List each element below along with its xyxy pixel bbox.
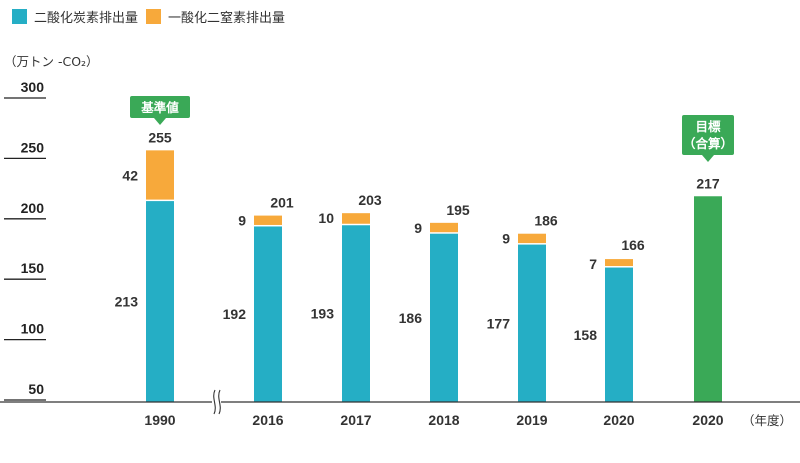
callout-text: （合算） bbox=[683, 136, 733, 151]
y-unit-label: （万トン -CO₂） bbox=[4, 54, 99, 69]
bar-n2o bbox=[518, 233, 546, 244]
bar-co2 bbox=[254, 226, 282, 402]
x-tick-label: 2020 bbox=[603, 412, 634, 428]
callout: 基準値 bbox=[130, 96, 190, 125]
x-axis: 1990 2016 2017 2018 2019 2020 2020 bbox=[0, 389, 800, 428]
y-tick-label: 200 bbox=[21, 200, 45, 216]
bar-n2o bbox=[605, 259, 633, 267]
label-n2o: 42 bbox=[122, 168, 138, 184]
callout-pointer bbox=[154, 118, 166, 125]
bar-co2 bbox=[518, 244, 546, 402]
label-total: 195 bbox=[446, 202, 470, 218]
label-n2o: 7 bbox=[589, 256, 597, 272]
label-total: 201 bbox=[270, 195, 294, 211]
axis-break-mark bbox=[212, 389, 221, 415]
label-n2o: 9 bbox=[414, 220, 422, 236]
x-tick-label: 2020 bbox=[692, 412, 723, 428]
y-tick-label: 150 bbox=[21, 260, 45, 276]
callout-pointer bbox=[702, 155, 714, 162]
bar-co2 bbox=[605, 267, 633, 402]
bar-target bbox=[694, 196, 722, 402]
label-co2: 193 bbox=[311, 306, 335, 322]
label-co2: 186 bbox=[399, 310, 423, 326]
y-tick-label: 300 bbox=[21, 79, 45, 95]
label-n2o: 10 bbox=[318, 210, 334, 226]
label-n2o: 9 bbox=[238, 213, 246, 229]
callout: 目標 （合算） bbox=[682, 115, 734, 162]
bar-co2 bbox=[430, 233, 458, 402]
legend-label-n2o: 一酸化二窒素排出量 bbox=[168, 10, 285, 26]
label-total: 186 bbox=[534, 213, 558, 229]
bar-n2o bbox=[342, 213, 370, 224]
label-n2o: 9 bbox=[502, 231, 510, 247]
legend-swatch-co2 bbox=[12, 9, 27, 24]
label-co2: 213 bbox=[115, 294, 139, 310]
bar-n2o bbox=[430, 222, 458, 233]
callout-box bbox=[130, 96, 190, 118]
label-co2: 192 bbox=[223, 306, 247, 322]
bar-co2 bbox=[146, 201, 174, 402]
y-tick-label: 250 bbox=[21, 139, 45, 155]
bars bbox=[146, 150, 722, 402]
callout-text: 基準値 bbox=[140, 100, 179, 115]
x-unit-label: （年度） bbox=[742, 413, 792, 428]
y-axis: 50 100 150 200 250 300 bbox=[4, 79, 46, 401]
legend-swatch-n2o bbox=[146, 9, 161, 24]
y-tick-label: 100 bbox=[21, 321, 45, 337]
y-tick-label: 50 bbox=[28, 381, 44, 397]
x-tick-label: 2019 bbox=[516, 412, 547, 428]
legend-label-co2: 二酸化炭素排出量 bbox=[34, 11, 138, 26]
bar-n2o bbox=[254, 215, 282, 225]
x-tick-label: 2017 bbox=[340, 412, 371, 428]
label-total: 166 bbox=[621, 237, 645, 253]
label-co2: 177 bbox=[487, 315, 511, 331]
x-tick-label: 2016 bbox=[252, 412, 283, 428]
label-total: 255 bbox=[148, 129, 172, 145]
label-total: 217 bbox=[696, 175, 720, 191]
callout-box bbox=[682, 115, 734, 155]
value-labels: 255 213 42 201 192 9 203 193 10 195 186 9 186 177 9 166… bbox=[115, 129, 720, 342]
label-total: 203 bbox=[358, 192, 382, 208]
x-tick-label: 2018 bbox=[428, 412, 459, 428]
bar-co2 bbox=[342, 225, 370, 402]
x-tick-label: 1990 bbox=[144, 412, 175, 428]
label-co2: 158 bbox=[574, 327, 598, 343]
callout-text: 目標 bbox=[695, 119, 721, 134]
legend: 二酸化炭素排出量 一酸化二窒素排出量 bbox=[12, 9, 285, 26]
bar-n2o bbox=[146, 150, 174, 200]
